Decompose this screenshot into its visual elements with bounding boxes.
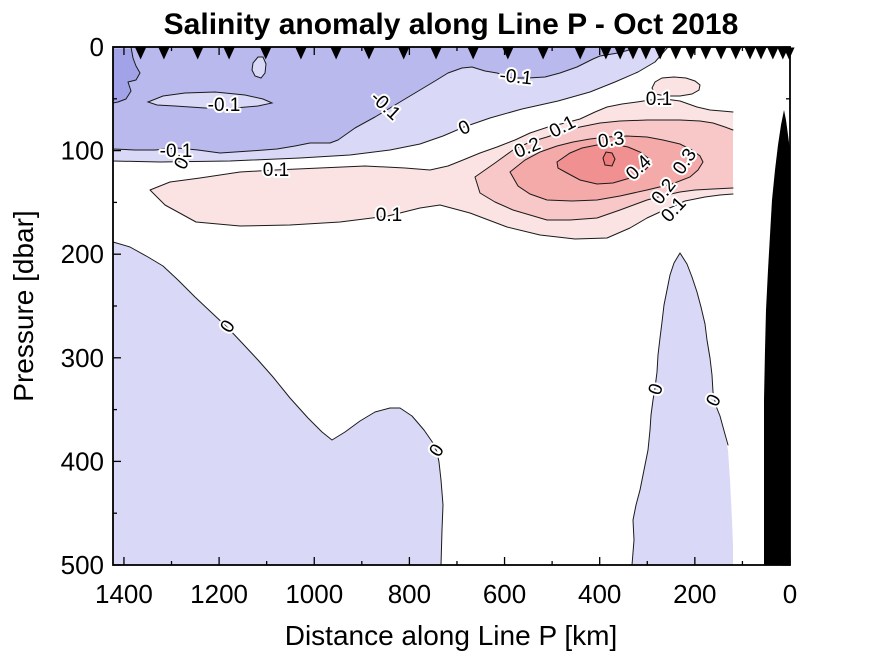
contour-label: 0.1 bbox=[263, 160, 289, 181]
y-tick-label: 300 bbox=[61, 343, 104, 373]
station-marker bbox=[295, 47, 307, 60]
plot-title: Salinity anomaly along Line P - Oct 2018 bbox=[164, 8, 739, 41]
contour-label: 0.1 bbox=[646, 89, 672, 110]
contour-label: -0.1 bbox=[160, 141, 193, 162]
station-marker bbox=[467, 47, 479, 60]
station-marker bbox=[430, 47, 442, 60]
station-marker bbox=[715, 47, 727, 60]
fill-drop-neg-0.1 bbox=[251, 56, 267, 79]
station-marker bbox=[627, 47, 639, 60]
station-marker bbox=[700, 47, 712, 60]
contour-0.1-band bbox=[149, 98, 734, 240]
y-axis-label: Pressure [dbar] bbox=[8, 210, 39, 401]
fill-pink-lobe-0.1 bbox=[651, 76, 701, 97]
station-marker bbox=[363, 47, 375, 60]
contour-neg-0.2-corner bbox=[112, 46, 141, 104]
x-tick-label: 200 bbox=[673, 579, 716, 609]
fill-bottom-left-neg-0.1-to-0 bbox=[113, 242, 443, 565]
contour-label: -0.1 bbox=[498, 65, 533, 89]
contour-lines bbox=[112, 46, 734, 566]
fill-corner-neg-0.3-to-0.2 bbox=[113, 49, 140, 103]
station-marker bbox=[654, 47, 666, 60]
contour-neg-0.1 bbox=[112, 46, 641, 154]
station-marker bbox=[574, 47, 586, 60]
x-tick-label: 0 bbox=[783, 579, 797, 609]
station-marker bbox=[783, 47, 795, 60]
contour-label: 0.1 bbox=[376, 205, 402, 226]
fill-band-neg-0.2-to-0.1 bbox=[113, 47, 640, 153]
fill-bathymetry bbox=[764, 110, 790, 565]
station-marker bbox=[600, 47, 612, 60]
y-tick-label: 400 bbox=[61, 446, 104, 476]
y-tick-label: 100 bbox=[61, 136, 104, 166]
station-marker bbox=[614, 47, 626, 60]
fill-core-above-0.5 bbox=[602, 151, 616, 167]
station-marker bbox=[755, 47, 767, 60]
axis-tick-labels: 1400 1200 1000 800 600 400 200 0 0 100 200 300 400 50… bbox=[61, 32, 798, 609]
contour-label: -0.1 bbox=[208, 95, 241, 116]
station-marker bbox=[135, 47, 147, 60]
station-marker bbox=[685, 47, 697, 60]
contour-0.2 bbox=[474, 119, 734, 221]
station-marker bbox=[158, 47, 170, 60]
station-marker bbox=[502, 47, 514, 60]
fill-band-neg-0.1-to-0 bbox=[113, 47, 668, 162]
fill-lens-neg-0.1 bbox=[146, 91, 274, 109]
x-tick-label: 400 bbox=[578, 579, 621, 609]
plot-border bbox=[112, 46, 791, 566]
x-tick-label: 800 bbox=[388, 579, 431, 609]
fill-region-0.4-to-0.5 bbox=[556, 143, 651, 185]
y-tick-label: 200 bbox=[61, 239, 104, 269]
station-marker bbox=[730, 47, 742, 60]
station-marker bbox=[223, 47, 235, 60]
station-marker bbox=[260, 47, 272, 60]
station-marker bbox=[640, 47, 652, 60]
station-marker bbox=[330, 47, 342, 60]
x-tick-label: 1200 bbox=[190, 579, 248, 609]
x-tick-label: 1400 bbox=[95, 579, 153, 609]
x-axis-label: Distance along Line P [km] bbox=[285, 620, 618, 651]
contour-0-upper bbox=[112, 46, 669, 163]
station-marker bbox=[537, 47, 549, 60]
y-tick-label: 0 bbox=[90, 32, 104, 62]
station-marker bbox=[744, 47, 756, 60]
station-marker bbox=[398, 47, 410, 60]
contour-0-bottom-left bbox=[112, 241, 444, 566]
contour-label: 0.3 bbox=[597, 128, 626, 152]
contour-0-tongue bbox=[631, 252, 729, 566]
x-tick-label: 1000 bbox=[285, 579, 343, 609]
station-markers bbox=[135, 47, 795, 60]
station-marker bbox=[767, 47, 779, 60]
y-tick-label: 500 bbox=[61, 550, 104, 580]
fill-bottom-right-tongue-neg-0.1-to-0 bbox=[632, 253, 733, 565]
station-marker bbox=[192, 47, 204, 60]
x-tick-label: 600 bbox=[483, 579, 526, 609]
station-marker bbox=[670, 47, 682, 60]
contour-fills bbox=[113, 47, 790, 565]
